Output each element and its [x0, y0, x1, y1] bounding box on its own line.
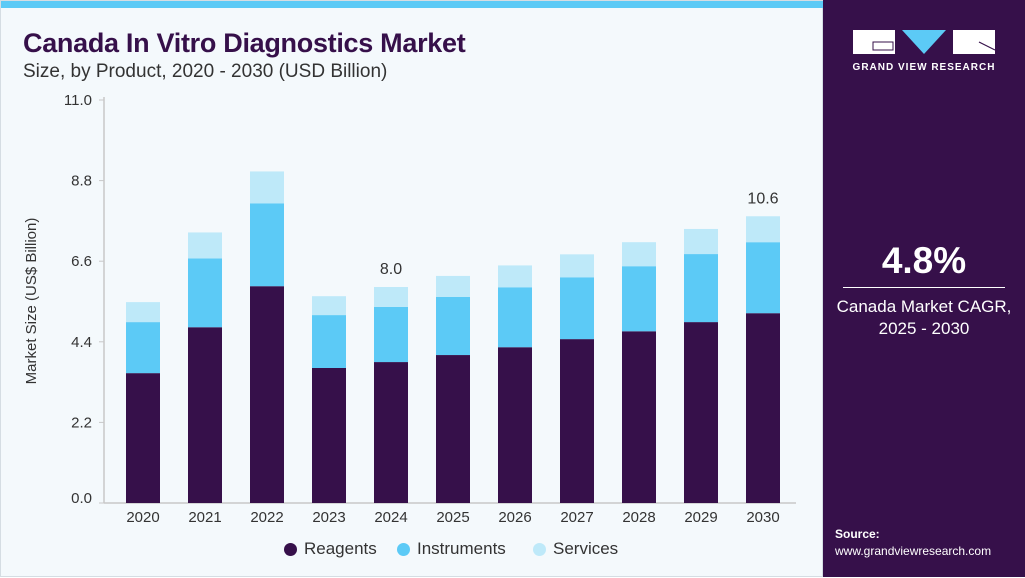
bar-instruments-2025 — [436, 296, 470, 356]
info-sidebar: GRAND VIEW RESEARCH 4.8% Canada Market C… — [823, 0, 1025, 577]
x-tick-label: 2025 — [436, 509, 469, 526]
bar-services-2027 — [560, 254, 594, 278]
x-tick-label: 2023 — [312, 509, 345, 526]
bar-reagents-2020 — [126, 373, 160, 503]
bar-instruments-2029 — [684, 254, 718, 323]
bar-reagents-2030 — [746, 313, 780, 503]
bar-instruments-2022 — [250, 203, 284, 287]
chart-title: Canada In Vitro Diagnostics Market — [23, 28, 466, 58]
bar-instruments-2030 — [746, 242, 780, 314]
grand-view-research-logo — [853, 30, 995, 54]
bar-instruments-2024 — [374, 306, 408, 363]
y-tick-label: 11.0 — [64, 92, 92, 109]
y-tick-label: 6.6 — [71, 253, 92, 270]
chart-panel: Canada In Vitro Diagnostics Market Size,… — [0, 0, 824, 577]
chart-subtitle: Size, by Product, 2020 - 2030 (USD Billi… — [23, 61, 388, 82]
source-link[interactable]: www.grandviewresearch.com — [835, 544, 992, 558]
bar-reagents-2023 — [312, 368, 346, 503]
bar-reagents-2028 — [622, 331, 656, 503]
y-tick-label: 0.0 — [71, 490, 92, 507]
x-tick-label: 2029 — [684, 509, 717, 526]
bar-instruments-2020 — [126, 322, 160, 374]
accent-bar — [1, 1, 824, 8]
x-tick-label: 2030 — [746, 509, 779, 526]
bar-instruments-2026 — [498, 287, 532, 348]
cagr-label: Canada Market CAGR, 2025 - 2030 — [823, 296, 1025, 340]
x-tick-label: 2026 — [498, 509, 531, 526]
data-label: 10.6 — [747, 190, 778, 207]
bar-reagents-2022 — [250, 286, 284, 503]
legend-instruments: Instruments — [397, 539, 506, 559]
y-tick-label: 4.4 — [71, 334, 92, 351]
legend-swatch — [397, 542, 410, 556]
x-tick-label: 2020 — [126, 509, 159, 526]
y-tick-label: 2.2 — [71, 414, 92, 431]
legend-reagents: Reagents — [284, 539, 377, 559]
legend-services: Services — [533, 539, 618, 559]
bar-instruments-2028 — [622, 266, 656, 332]
y-axis-label: Market Size (US$ Billion) — [23, 218, 40, 385]
bar-services-2021 — [188, 232, 222, 259]
bar-services-2025 — [436, 275, 470, 297]
bar-services-2024 — [374, 287, 408, 307]
legend-label: Reagents — [304, 539, 377, 558]
bar-chart: 0.0 2.2 4.4 6.6 8.8 11.0 Market Size (US$ Bill… — [23, 92, 796, 526]
bar-services-2029 — [684, 228, 718, 255]
x-tick-label: 2027 — [560, 509, 593, 526]
bar-services-2020 — [126, 302, 160, 323]
legend-label: Instruments — [417, 539, 506, 558]
bar-services-2028 — [622, 242, 656, 267]
bar-instruments-2027 — [560, 277, 594, 340]
bar-instruments-2021 — [188, 258, 222, 328]
x-tick-label: 2024 — [374, 509, 407, 526]
bar-services-2023 — [312, 296, 346, 316]
cagr-period: 2025 - 2030 — [878, 319, 970, 338]
y-tick-label: 8.8 — [71, 173, 92, 190]
brand-name: GRAND VIEW RESEARCH — [852, 62, 996, 73]
bar-instruments-2023 — [312, 315, 346, 368]
legend-swatch — [284, 542, 297, 556]
x-tick-label: 2022 — [250, 509, 283, 526]
legend-label: Services — [553, 539, 619, 558]
data-label: 8.0 — [380, 261, 402, 278]
x-tick-label: 2028 — [622, 509, 655, 526]
x-tick-label: 2021 — [188, 509, 221, 526]
bar-services-2030 — [746, 216, 780, 243]
bar-reagents-2021 — [188, 327, 222, 503]
bar-reagents-2025 — [436, 355, 470, 503]
cagr-value: 4.8% — [881, 240, 967, 281]
source-label: Source: — [835, 527, 880, 541]
bar-reagents-2024 — [374, 362, 408, 503]
bar-reagents-2026 — [498, 347, 532, 503]
divider — [843, 287, 1005, 288]
legend-swatch — [533, 542, 546, 556]
bar-services-2022 — [250, 171, 284, 204]
bar-reagents-2027 — [560, 339, 594, 503]
cagr-label-line: Canada Market CAGR, — [836, 297, 1012, 316]
bar-reagents-2029 — [684, 322, 718, 503]
bar-services-2026 — [498, 265, 532, 288]
